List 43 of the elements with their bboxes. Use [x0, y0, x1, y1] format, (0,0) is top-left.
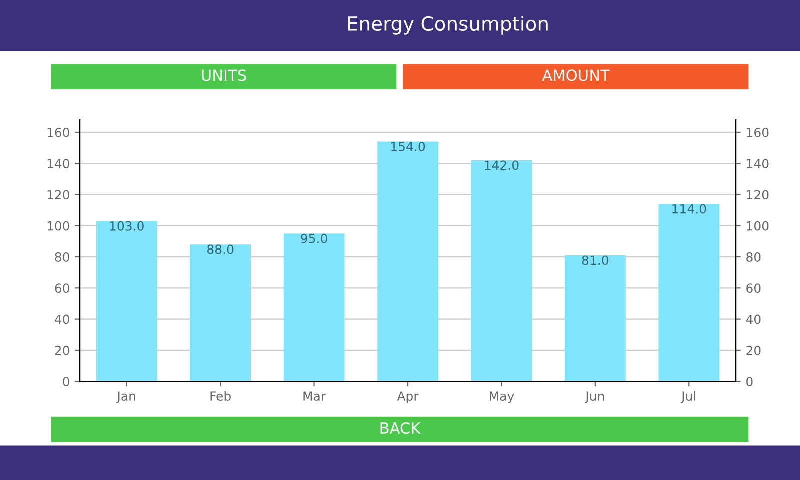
x-tick-label: Apr [397, 392, 419, 404]
data-label: 154.0 [391, 142, 426, 152]
data-label: 142.0 [485, 160, 519, 170]
y2-tick-label: 0 [746, 377, 753, 387]
bar [471, 160, 532, 382]
y2-tick-label: 140 [747, 159, 769, 169]
y2-tick-label: 100 [747, 221, 769, 231]
text: AMOUNT [542, 70, 610, 82]
x-tick-label: Jun [585, 392, 604, 404]
bar [284, 234, 345, 382]
data-label: 95.0 [301, 234, 328, 244]
y-tick-label: 140 [48, 159, 70, 169]
y2-tick-label: 20 [746, 346, 761, 356]
y-tick-label: 0 [63, 377, 70, 387]
y2-tick-label: 40 [746, 314, 761, 324]
x-tick-label: Feb [210, 391, 231, 401]
y2-tick-label: 60 [746, 284, 761, 294]
text: UNITS [202, 70, 246, 82]
y-tick-label: 60 [55, 284, 70, 294]
y-tick-label: 160 [48, 128, 70, 138]
data-label: 114.0 [672, 204, 706, 214]
x-tick-label: Jul [680, 391, 696, 404]
y2-tick-label: 80 [746, 252, 761, 262]
y-tick-label: 40 [54, 314, 70, 324]
data-label: 88.0 [208, 244, 234, 254]
y-tick-label: 120 [48, 190, 70, 200]
x-tick-label: May [490, 392, 514, 404]
y2-tick-label: 160 [747, 128, 769, 138]
bar [658, 204, 720, 382]
bar [96, 221, 158, 382]
y2-tick-label: 120 [747, 190, 769, 200]
x-tick-label: Jan [116, 392, 136, 404]
data-label: 81.0 [582, 256, 609, 266]
text: BACK [380, 422, 421, 434]
chart-title: Energy Consumption [348, 16, 548, 35]
bar [564, 255, 626, 382]
y-tick-label: 80 [55, 252, 70, 262]
y-tick-label: 100 [48, 221, 70, 231]
y-tick-label: 20 [55, 346, 70, 356]
bar [190, 244, 252, 382]
bar [378, 142, 438, 382]
data-label: 103.0 [110, 221, 144, 231]
x-tick-label: Mar [304, 392, 326, 401]
